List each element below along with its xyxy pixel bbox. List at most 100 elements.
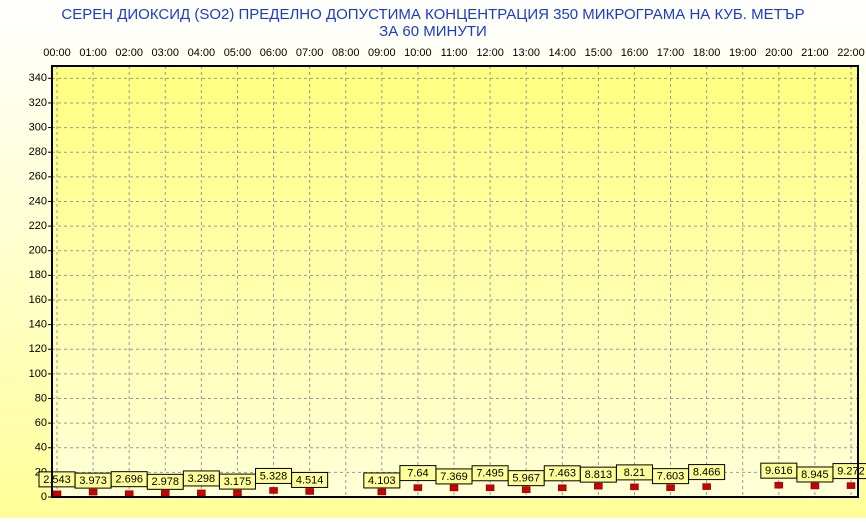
chart-title: СЕРЕН ДИОКСИД (SO2) ПРЕДЕЛНО ДОПУСТИМА К… [61, 6, 804, 23]
x-tick-label: 00:00 [43, 47, 71, 59]
y-tick-label: 180 [29, 269, 47, 281]
marker [449, 484, 459, 492]
data-label-text: 9.272 [837, 465, 865, 477]
x-tick-label: 07:00 [296, 47, 324, 59]
x-tick-label: 21:00 [801, 47, 829, 59]
data-label-text: 2.543 [43, 474, 71, 486]
data-label-text: 7.463 [549, 468, 577, 480]
data-label-box [291, 471, 329, 488]
marker [197, 489, 206, 497]
x-tick-label: 08:00 [332, 47, 360, 59]
chart-subtitle: ЗА 60 МИНУТИ [379, 23, 487, 40]
x-tick-label: 11:00 [441, 47, 468, 59]
plot-border [51, 65, 859, 498]
data-label: 9.272 [832, 463, 866, 480]
data-label-text: 5.328 [260, 470, 288, 482]
x-tick-label: 20:00 [765, 47, 793, 59]
marker [377, 488, 387, 496]
x-tick-label: 13:00 [512, 47, 540, 59]
data-label-text: 8.813 [585, 469, 613, 481]
data-label: 8.21 [615, 464, 653, 481]
data-label: 4.514 [291, 471, 329, 488]
x-tick-label: 17:00 [657, 47, 685, 59]
x-tick-label: 14:00 [549, 47, 577, 59]
y-tick-label: 80 [35, 392, 47, 404]
data-label: 3.298 [182, 470, 220, 487]
data-label: 2.978 [146, 473, 184, 490]
data-label-text: 8.21 [624, 467, 645, 479]
x-tick-label: 06:00 [260, 47, 288, 59]
y-tick-label: 40 [35, 442, 47, 454]
data-label-text: 7.603 [657, 471, 685, 483]
data-label-text: 8.945 [801, 469, 829, 481]
y-tick-label: 340 [29, 72, 47, 84]
marker [558, 484, 567, 492]
y-tick-label: 60 [35, 417, 47, 429]
x-tick-label: 09:00 [368, 47, 396, 59]
x-tick-label: 15:00 [585, 47, 613, 59]
data-label-text: 4.103 [368, 475, 396, 487]
data-label-text: 5.967 [512, 473, 540, 485]
x-tick-label: 02:00 [115, 47, 143, 59]
x-tick-label: 01:00 [79, 47, 107, 59]
marker [666, 484, 675, 491]
x-tick-label: 03:00 [152, 47, 180, 59]
data-label: 2.696 [110, 471, 148, 488]
data-label-text: 2.978 [152, 476, 180, 488]
data-label: 8.945 [796, 466, 834, 483]
marker [630, 483, 639, 491]
data-label-text: 3.973 [79, 475, 107, 487]
y-tick-label: 220 [29, 220, 47, 232]
y-tick-label: 260 [29, 171, 47, 183]
data-label-text: 8.466 [693, 466, 721, 478]
y-tick-label: 100 [29, 368, 47, 380]
marker [161, 490, 170, 497]
x-tick-label: 12:00 [476, 47, 504, 59]
data-label-text: 4.514 [296, 474, 324, 486]
marker [233, 489, 242, 497]
marker [521, 486, 531, 493]
x-tick-label: 22:00 [837, 47, 865, 59]
y-tick-label: 320 [29, 97, 47, 109]
marker [413, 484, 423, 491]
data-label: 9.616 [760, 462, 798, 479]
data-label-text: 7.369 [440, 471, 468, 483]
x-tick-label: 10:00 [404, 47, 432, 59]
data-label: 7.64 [399, 465, 437, 482]
marker [702, 483, 711, 490]
data-label: 3.973 [74, 472, 112, 489]
data-label: 3.175 [218, 473, 256, 490]
marker [810, 482, 820, 490]
data-label: 7.603 [652, 468, 690, 485]
x-tick-label: 19:00 [729, 47, 757, 59]
marker [594, 482, 603, 490]
plot-area [52, 66, 858, 497]
y-tick-label: 280 [29, 146, 47, 158]
marker [52, 490, 62, 498]
x-tick-label: 18:00 [693, 47, 721, 59]
marker [846, 482, 856, 489]
marker [88, 488, 98, 496]
data-label: 8.813 [579, 466, 617, 483]
data-label: 5.967 [507, 470, 545, 487]
data-label-text: 7.64 [407, 467, 428, 479]
data-label: 5.328 [255, 467, 293, 484]
y-tick-label: 200 [29, 245, 47, 257]
data-label-box [688, 464, 726, 481]
y-tick-label: 240 [29, 195, 47, 207]
marker [774, 481, 784, 489]
data-label: 7.369 [435, 468, 473, 485]
y-tick-label: 120 [29, 343, 47, 355]
data-label: 2.543 [38, 471, 76, 488]
marker [305, 488, 314, 495]
data-label: 7.495 [471, 465, 509, 482]
data-label: 4.103 [363, 472, 401, 489]
data-label-text: 2.696 [115, 474, 143, 486]
data-label-text: 3.175 [224, 476, 252, 488]
x-tick-label: 16:00 [621, 47, 649, 59]
data-label-text: 9.616 [765, 465, 793, 477]
y-tick-label: 140 [29, 319, 47, 331]
y-tick-label: 300 [29, 121, 47, 133]
data-label-text: 3.298 [188, 473, 216, 485]
